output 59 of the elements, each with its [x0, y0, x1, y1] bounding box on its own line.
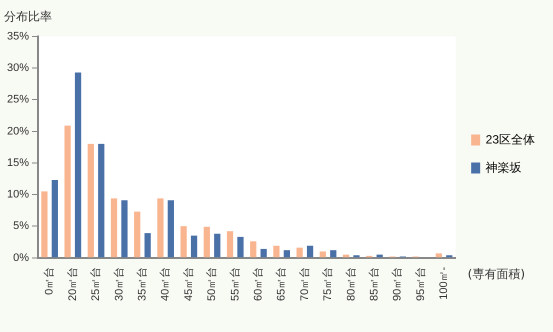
x-tick-label: 60㎡台 — [251, 266, 264, 302]
y-tick-label: 25% — [6, 94, 30, 106]
bar — [214, 234, 220, 258]
y-tick-label: 0% — [13, 252, 30, 264]
y-tick-label: 10% — [6, 188, 30, 201]
chart-title: 分布比率 — [4, 10, 52, 24]
y-tick-label: 30% — [6, 62, 30, 74]
bar — [157, 198, 164, 258]
bar — [204, 226, 210, 258]
x-tick-label: 30㎡台 — [112, 266, 126, 302]
bar — [376, 254, 383, 258]
legend-label: 神楽坂 — [486, 160, 522, 174]
x-tick-label: 50㎡台 — [205, 266, 218, 302]
x-tick-label: 55㎡台 — [228, 266, 242, 302]
x-tick-label: 25㎡台 — [89, 266, 102, 302]
bar — [330, 250, 336, 258]
x-tick-label: 20㎡台 — [66, 266, 79, 302]
bar — [190, 236, 198, 258]
bar — [237, 236, 244, 258]
bar — [110, 198, 118, 258]
bar — [306, 246, 314, 258]
x-tick-label: 75㎡台 — [321, 266, 334, 302]
x-tick-label: 45㎡台 — [182, 266, 195, 302]
bar — [436, 253, 442, 258]
x-tick-label: 85㎡台 — [367, 266, 380, 302]
x-tick-label: 100㎡- — [438, 266, 450, 300]
bar — [320, 251, 326, 258]
bar — [144, 233, 151, 258]
bar — [74, 72, 82, 258]
y-tick-label: 15% — [6, 156, 30, 169]
x-tick-label: 65㎡台 — [274, 266, 288, 302]
bar — [121, 200, 128, 258]
legend-label: 23区全体 — [486, 132, 536, 146]
x-tick-label: 70㎡台 — [298, 266, 311, 302]
bar — [180, 226, 187, 258]
bar — [226, 231, 234, 258]
bar — [64, 126, 71, 258]
bar — [273, 246, 280, 258]
bar — [296, 248, 303, 258]
bar — [134, 212, 140, 258]
y-tick-label: 5% — [13, 220, 30, 232]
y-tick-label: 20% — [6, 125, 30, 138]
x-tick-label: 35㎡台 — [135, 266, 148, 302]
x-axis-title: (専有面積) — [468, 266, 526, 281]
x-tick-label: 80㎡台 — [344, 266, 358, 302]
bar — [250, 241, 256, 258]
bar — [284, 250, 290, 258]
x-tick-label: 0㎡台 — [42, 266, 56, 295]
x-tick-label: 40㎡台 — [158, 266, 172, 302]
y-tick-label: 35% — [6, 30, 30, 42]
bar — [260, 248, 267, 258]
bar — [52, 180, 58, 258]
bar — [98, 144, 104, 258]
bar — [342, 254, 350, 258]
x-tick-label: 95㎡台 — [414, 266, 427, 302]
x-tick-label: 90㎡台 — [390, 266, 404, 302]
bar — [168, 200, 174, 258]
bar — [88, 144, 94, 258]
bar — [41, 191, 48, 258]
